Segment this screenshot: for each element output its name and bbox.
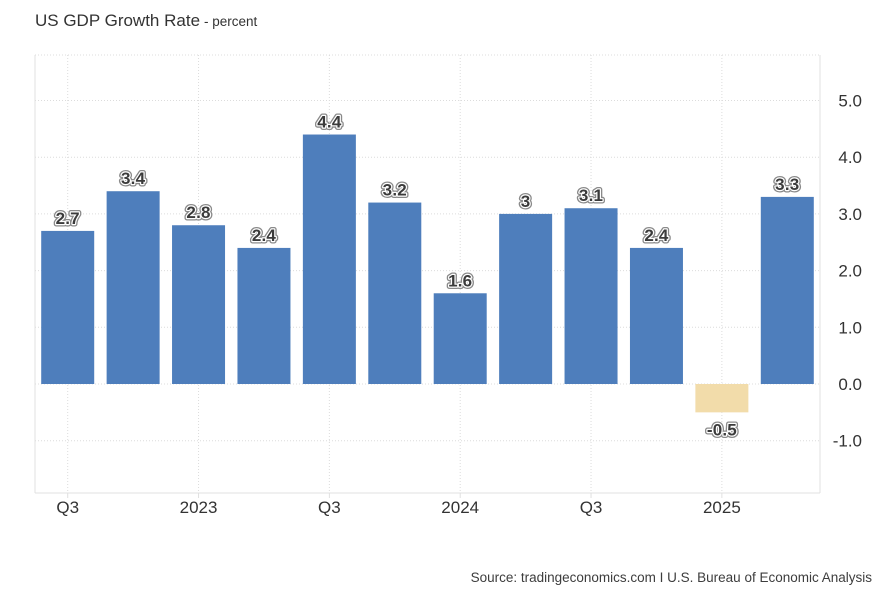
svg-text:2.4: 2.4: [252, 226, 277, 245]
svg-text:2.8: 2.8: [186, 203, 210, 222]
bar[interactable]: [41, 230, 95, 384]
svg-text:3.1: 3.1: [579, 186, 603, 205]
y-tick-label: -1.0: [833, 432, 862, 451]
svg-text:2.4: 2.4: [252, 226, 277, 245]
svg-text:2.4: 2.4: [644, 226, 669, 245]
bar-value-label: -0.5-0.5-0.5: [704, 418, 739, 442]
bar[interactable]: [368, 202, 422, 384]
bar-value-label: 1.61.61.6: [446, 269, 475, 293]
source-attribution: Source: tradingeconomics.com I U.S. Bure…: [470, 570, 872, 585]
bar[interactable]: [760, 196, 814, 384]
svg-text:2.4: 2.4: [644, 226, 669, 245]
bar-value-label: 3.23.23.2: [380, 178, 409, 202]
bar[interactable]: [302, 134, 356, 384]
svg-text:3.1: 3.1: [579, 186, 603, 205]
svg-text:1.6: 1.6: [448, 271, 472, 290]
svg-text:2.7: 2.7: [56, 209, 80, 228]
bar[interactable]: [499, 213, 553, 384]
svg-text:2.7: 2.7: [56, 209, 80, 228]
svg-text:3.1: 3.1: [579, 186, 603, 205]
svg-text:3.3: 3.3: [775, 175, 799, 194]
y-tick-label: 1.0: [838, 318, 862, 337]
svg-text:-0.5: -0.5: [707, 420, 737, 439]
svg-text:3: 3: [521, 192, 531, 211]
bar[interactable]: [106, 191, 160, 384]
y-tick-label: 4.0: [838, 148, 862, 167]
bar-value-label: 333: [518, 189, 532, 213]
chart-subtitle-text: - percent: [204, 14, 258, 29]
svg-text:3: 3: [521, 192, 531, 211]
y-tick-label: 2.0: [838, 262, 862, 281]
bar-value-label: 2.42.42.4: [249, 223, 278, 247]
svg-text:3.2: 3.2: [383, 181, 407, 200]
svg-text:3: 3: [521, 192, 531, 211]
svg-text:3.3: 3.3: [775, 175, 799, 194]
y-tick-label: 3.0: [838, 205, 862, 224]
svg-text:2.8: 2.8: [186, 203, 210, 222]
svg-text:2.8: 2.8: [186, 203, 210, 222]
svg-text:4.4: 4.4: [317, 113, 342, 132]
svg-text:2.7: 2.7: [56, 209, 80, 228]
bar[interactable]: [433, 293, 487, 384]
bar-value-label: 3.43.43.4: [119, 167, 148, 191]
svg-text:-0.5: -0.5: [707, 420, 737, 439]
bar[interactable]: [237, 247, 291, 384]
bar-value-label: 4.44.44.4: [315, 110, 344, 134]
bar[interactable]: [564, 208, 618, 384]
svg-text:-0.5: -0.5: [707, 420, 737, 439]
svg-text:4.4: 4.4: [317, 113, 342, 132]
x-tick-label: 2025: [703, 498, 741, 517]
x-tick-label: 2023: [180, 498, 218, 517]
bar[interactable]: [172, 225, 226, 384]
svg-text:3.4: 3.4: [121, 169, 146, 188]
bar[interactable]: [629, 247, 683, 384]
x-tick-label: Q3: [318, 498, 341, 517]
bar-value-label: 2.82.82.8: [184, 201, 213, 225]
svg-text:2.4: 2.4: [252, 226, 277, 245]
bar-value-label: 3.13.13.1: [576, 184, 605, 208]
bar[interactable]: [695, 384, 749, 413]
svg-text:1.6: 1.6: [448, 271, 472, 290]
y-tick-label: 0.0: [838, 375, 862, 394]
svg-text:3.2: 3.2: [383, 181, 407, 200]
svg-text:1.6: 1.6: [448, 271, 472, 290]
chart-header: US GDP Growth Rate - percent: [35, 11, 257, 31]
svg-text:3.3: 3.3: [775, 175, 799, 194]
x-tick-label: Q3: [580, 498, 603, 517]
bar-value-label: 2.72.72.7: [53, 206, 82, 230]
bar-value-label: 3.33.33.3: [773, 172, 802, 196]
svg-text:3.4: 3.4: [121, 169, 146, 188]
chart-title-text: US GDP Growth Rate: [35, 11, 201, 30]
x-tick-label: Q3: [56, 498, 79, 517]
svg-text:3.2: 3.2: [383, 181, 407, 200]
svg-text:3.4: 3.4: [121, 169, 146, 188]
y-tick-label: 5.0: [838, 92, 862, 111]
x-tick-label: 2024: [441, 498, 479, 517]
svg-text:2.4: 2.4: [644, 226, 669, 245]
bar-value-label: 2.42.42.4: [642, 223, 671, 247]
svg-text:4.4: 4.4: [317, 113, 342, 132]
